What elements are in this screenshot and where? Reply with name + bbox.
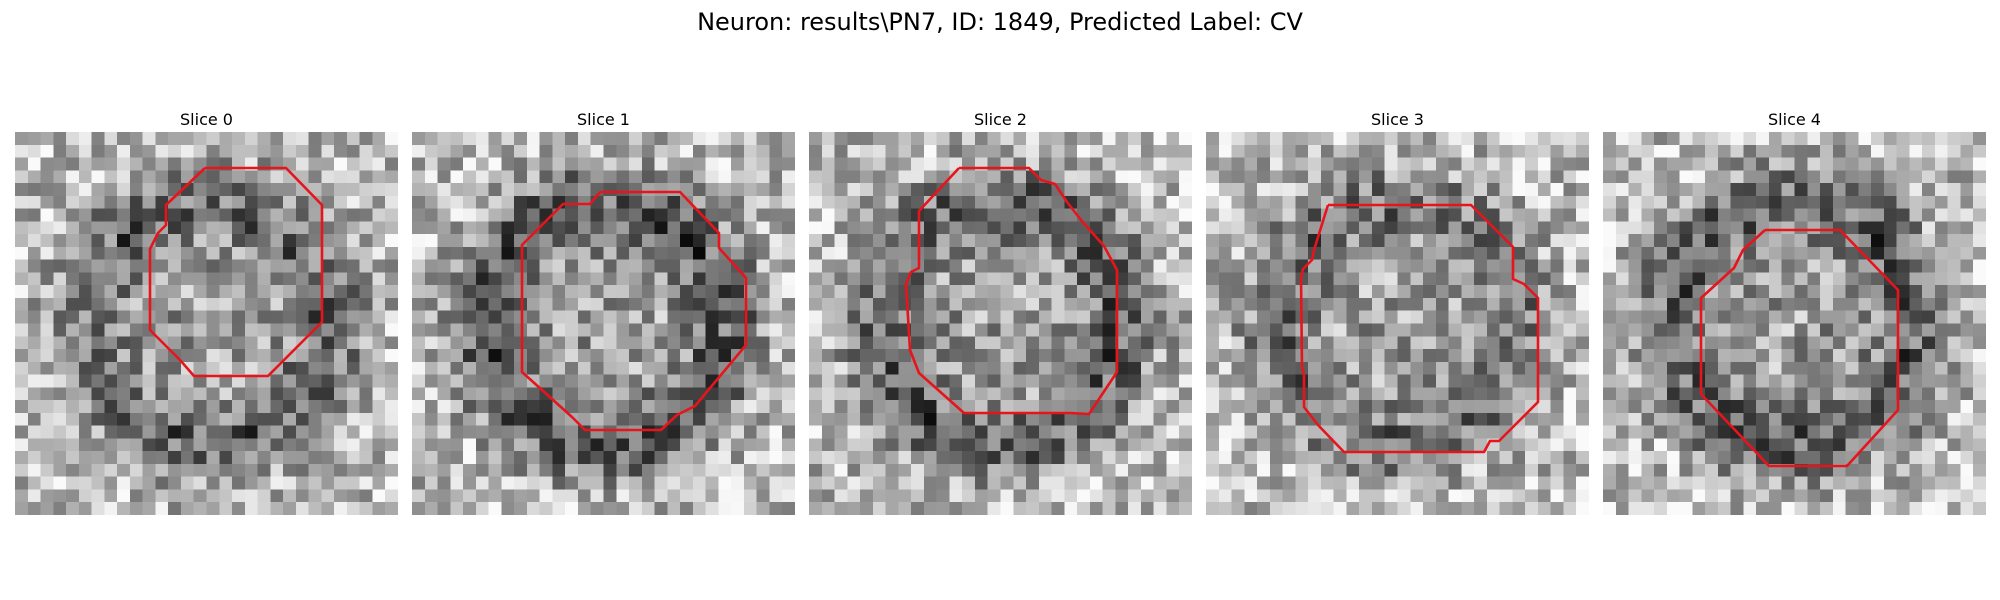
slice-title: Slice 2 <box>974 110 1027 129</box>
slice-title: Slice 4 <box>1768 110 1821 129</box>
slice-image <box>412 132 795 515</box>
slice-image <box>15 132 398 515</box>
slice-panel-0: Slice 0 <box>15 108 398 515</box>
slice-panel-2: Slice 2 <box>809 108 1192 515</box>
slice-image <box>809 132 1192 515</box>
slice-title: Slice 1 <box>577 110 630 129</box>
slice-title: Slice 0 <box>180 110 233 129</box>
slice-image <box>1603 132 1986 515</box>
slice-title: Slice 3 <box>1371 110 1424 129</box>
slice-panel-4: Slice 4 <box>1603 108 1986 515</box>
slice-image <box>1206 132 1589 515</box>
figure-title: Neuron: results\PN7, ID: 1849, Predicted… <box>697 8 1303 36</box>
slice-panel-3: Slice 3 <box>1206 108 1589 515</box>
slice-panel-1: Slice 1 <box>412 108 795 515</box>
